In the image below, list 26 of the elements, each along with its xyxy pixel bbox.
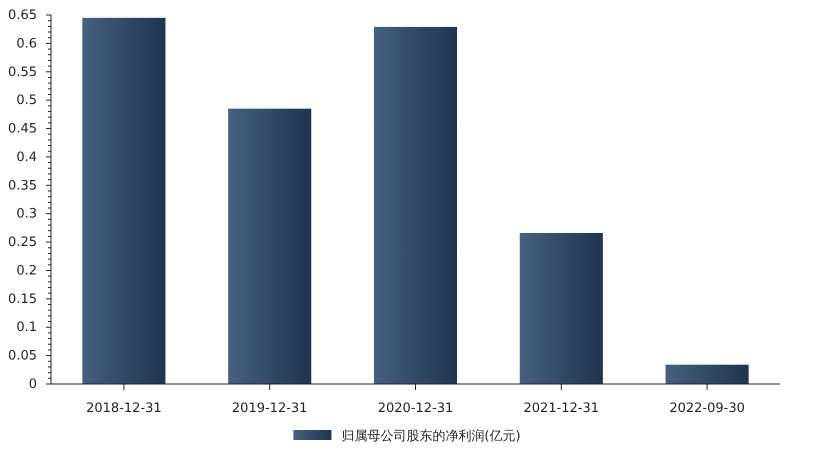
y-tick-label: 0.25	[8, 235, 37, 250]
y-tick-label: 0.35	[8, 178, 37, 194]
y-tick-label: 0.2	[16, 263, 37, 278]
legend: 归属母公司股东的净利润(亿元)	[293, 429, 521, 444]
x-tick-label: 2019-12-31	[232, 401, 308, 416]
y-tick-label: 0.05	[8, 348, 37, 364]
y-tick-label: 0.65	[8, 8, 37, 23]
bar	[82, 18, 166, 384]
y-tick-label: 0.55	[8, 64, 37, 80]
x-tick-label: 2018-12-31	[86, 401, 162, 416]
y-tick-label: 0.1	[16, 320, 37, 336]
bar	[228, 108, 312, 384]
y-tick-label: 0.6	[16, 36, 37, 52]
bar	[666, 364, 749, 384]
y-tick-label: 0.5	[16, 93, 37, 108]
bar	[520, 232, 603, 384]
x-tick-label: 2021-12-31	[524, 401, 600, 416]
y-tick-label: 0.4	[16, 150, 37, 165]
y-tick-label: 0.3	[16, 206, 37, 222]
y-tick-label: 0.15	[8, 292, 37, 307]
x-tick-label: 2022-09-30	[669, 401, 745, 416]
y-tick-label: 0	[28, 377, 37, 392]
legend-label: 归属母公司股东的净利润(亿元)	[341, 429, 521, 444]
bar	[374, 26, 458, 384]
x-tick-label: 2020-12-31	[378, 401, 454, 416]
y-tick-label: 0.45	[8, 122, 37, 137]
